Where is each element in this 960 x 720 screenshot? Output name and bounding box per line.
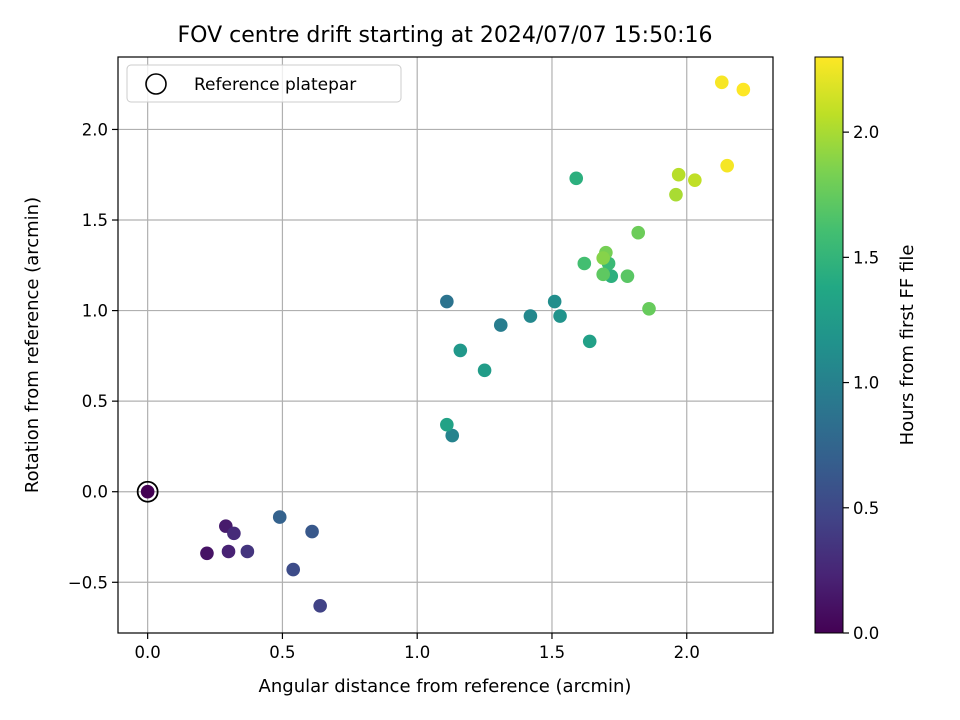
data-point	[547, 294, 562, 309]
data-point	[620, 269, 635, 283]
x-axis-label: Angular distance from reference (arcmin)	[259, 676, 632, 697]
data-point	[305, 524, 319, 539]
chart-title: FOV centre drift starting at 2024/07/07 …	[178, 23, 713, 48]
legend-box	[126, 64, 402, 103]
legend: Reference platepar	[126, 64, 402, 103]
colorbar-ticks: 0.0 0.5 1.0 1.5 2.0	[843, 123, 879, 643]
data-point	[523, 309, 538, 323]
x-tick-label: 1.5	[539, 643, 565, 662]
colorbar-tick-label: 2.0	[853, 123, 879, 142]
data-point	[453, 343, 468, 358]
y-tick-label: 0.5	[82, 392, 108, 411]
data-point	[272, 510, 287, 524]
y-tick-label: 2.0	[82, 120, 108, 139]
legend-marker-icon	[145, 73, 167, 95]
colorbar-tick-label: 1.5	[853, 248, 879, 267]
y-tick-label: −0.5	[68, 573, 108, 592]
data-point	[445, 428, 460, 443]
y-tick-label: 0.0	[82, 483, 108, 502]
data-points	[140, 75, 751, 613]
data-point	[313, 599, 327, 613]
x-tick-label: 1.0	[404, 643, 430, 662]
data-point	[631, 225, 646, 240]
data-point	[221, 544, 236, 559]
data-point	[286, 562, 301, 577]
data-point	[671, 167, 686, 182]
data-point	[688, 173, 702, 187]
data-point	[736, 82, 751, 97]
data-point	[140, 484, 155, 499]
y-axis-label: Rotation from reference (arcmin)	[22, 197, 43, 493]
data-point	[227, 526, 241, 541]
data-point	[553, 309, 567, 323]
x-tick-label: 0.5	[269, 643, 295, 662]
data-point	[714, 75, 729, 90]
data-point	[493, 318, 508, 332]
data-point	[577, 256, 592, 271]
data-point	[596, 251, 610, 265]
data-point	[440, 417, 454, 432]
colorbar-tick-label: 1.0	[853, 374, 879, 393]
data-point	[669, 187, 683, 202]
x-tick-label: 2.0	[674, 643, 700, 662]
colorbar	[814, 56, 844, 634]
y-tick-label: 1.0	[82, 302, 108, 321]
colorbar-tick-label: 0.5	[853, 499, 879, 518]
data-point	[240, 544, 255, 559]
data-point	[596, 267, 610, 282]
data-point	[642, 301, 656, 316]
legend-entry-reference: Reference platepar	[194, 75, 356, 95]
x-axis-ticks: 0.0 0.5 1.0 1.5 2.0	[135, 633, 700, 662]
data-point	[440, 294, 454, 309]
data-point	[200, 546, 214, 561]
data-point	[582, 334, 597, 349]
data-point	[720, 158, 734, 173]
x-tick-label: 0.0	[135, 643, 161, 662]
grid	[118, 57, 773, 633]
data-point	[477, 363, 492, 378]
data-point	[569, 171, 584, 186]
y-tick-label: 1.5	[82, 211, 108, 230]
colorbar-tick-label: 0.0	[853, 624, 879, 643]
y-axis-ticks: −0.5 0.0 0.5 1.0 1.5 2.0	[68, 120, 118, 592]
colorbar-label: Hours from first FF file	[897, 245, 918, 446]
plot-frame	[117, 56, 774, 634]
reference-platepar-marker	[136, 480, 159, 503]
